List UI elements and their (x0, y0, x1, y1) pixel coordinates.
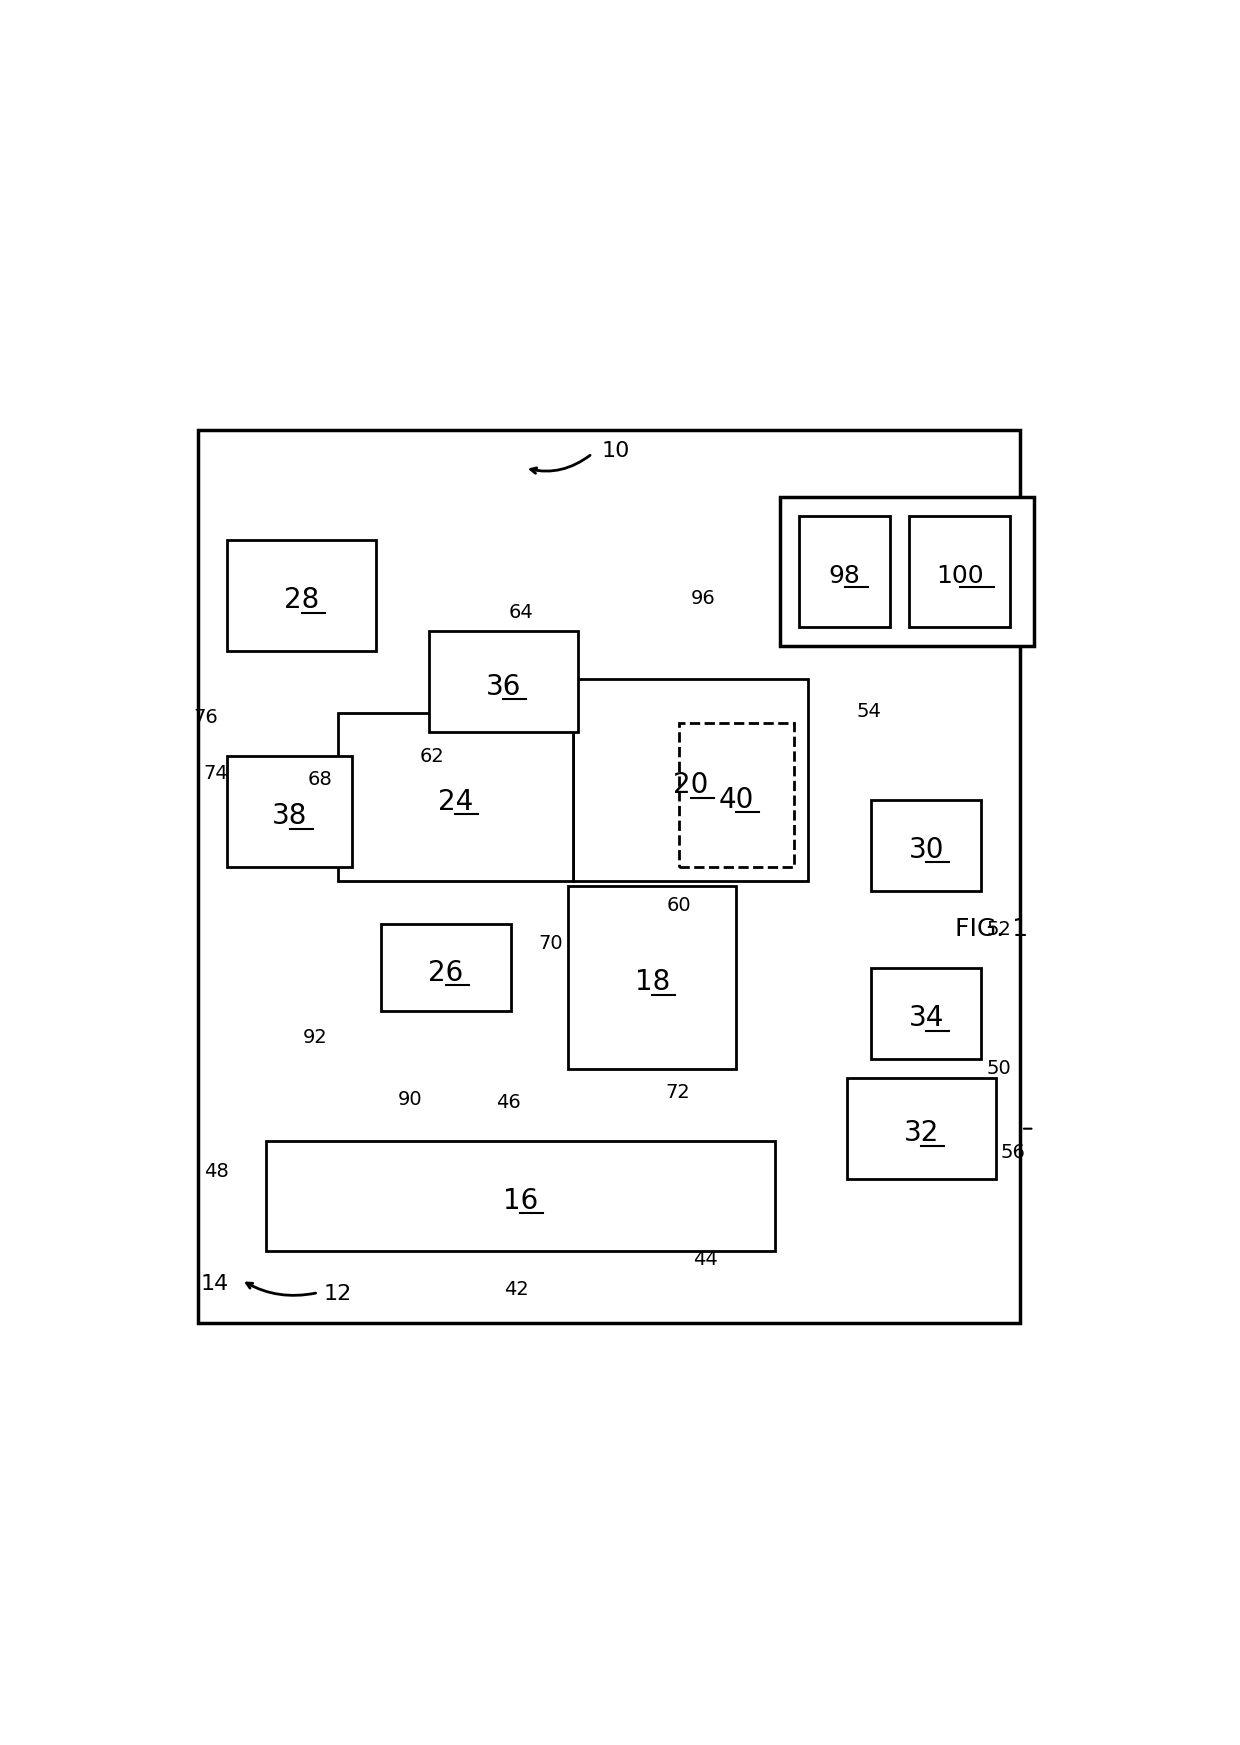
Text: 26: 26 (428, 958, 464, 986)
Text: 64: 64 (508, 602, 533, 621)
Text: 20: 20 (673, 771, 708, 799)
Text: 74: 74 (203, 764, 228, 782)
Text: 10: 10 (601, 441, 630, 461)
Bar (265, 1141, 775, 1251)
Text: 28: 28 (284, 586, 319, 614)
Text: 12: 12 (324, 1284, 351, 1305)
Text: 96: 96 (691, 590, 715, 609)
Bar (909, 517, 1011, 626)
Text: 36: 36 (486, 672, 521, 701)
Text: 48: 48 (205, 1162, 228, 1181)
Text: 18: 18 (635, 968, 670, 996)
Text: 76: 76 (193, 708, 218, 728)
Bar (678, 722, 794, 867)
Text: 56: 56 (1001, 1143, 1025, 1162)
Text: 32: 32 (904, 1120, 939, 1148)
Bar (573, 679, 808, 881)
Text: 92: 92 (303, 1028, 327, 1047)
Text: 24: 24 (438, 789, 472, 817)
Text: 52: 52 (986, 920, 1011, 939)
Text: 46: 46 (496, 1092, 521, 1112)
Text: 14: 14 (200, 1274, 228, 1295)
Bar (198, 429, 1019, 1323)
Text: 50: 50 (986, 1059, 1011, 1078)
Bar (870, 799, 982, 892)
Text: 44: 44 (693, 1249, 718, 1269)
Text: 30: 30 (909, 836, 944, 864)
Text: 62: 62 (419, 747, 444, 766)
Bar (568, 886, 737, 1068)
Bar (337, 714, 573, 881)
Text: 60: 60 (667, 895, 692, 914)
Text: 54: 54 (857, 703, 882, 721)
Bar (429, 632, 578, 733)
Text: 34: 34 (909, 1003, 944, 1033)
Bar (780, 497, 1034, 646)
Text: 68: 68 (308, 770, 332, 789)
Bar (227, 539, 376, 651)
Text: 40: 40 (719, 785, 754, 813)
Bar (227, 756, 352, 867)
Text: 90: 90 (398, 1091, 423, 1108)
Text: 42: 42 (505, 1281, 529, 1298)
Text: 100: 100 (936, 564, 983, 588)
Bar (799, 517, 890, 626)
Text: 16: 16 (502, 1187, 538, 1215)
Bar (847, 1078, 996, 1180)
Text: 38: 38 (272, 803, 308, 831)
Text: 98: 98 (828, 564, 861, 588)
Text: 70: 70 (539, 934, 563, 953)
Bar (870, 968, 982, 1059)
Text: 72: 72 (666, 1084, 691, 1103)
Text: FIG. 1: FIG. 1 (955, 918, 1028, 941)
Bar (381, 925, 511, 1010)
